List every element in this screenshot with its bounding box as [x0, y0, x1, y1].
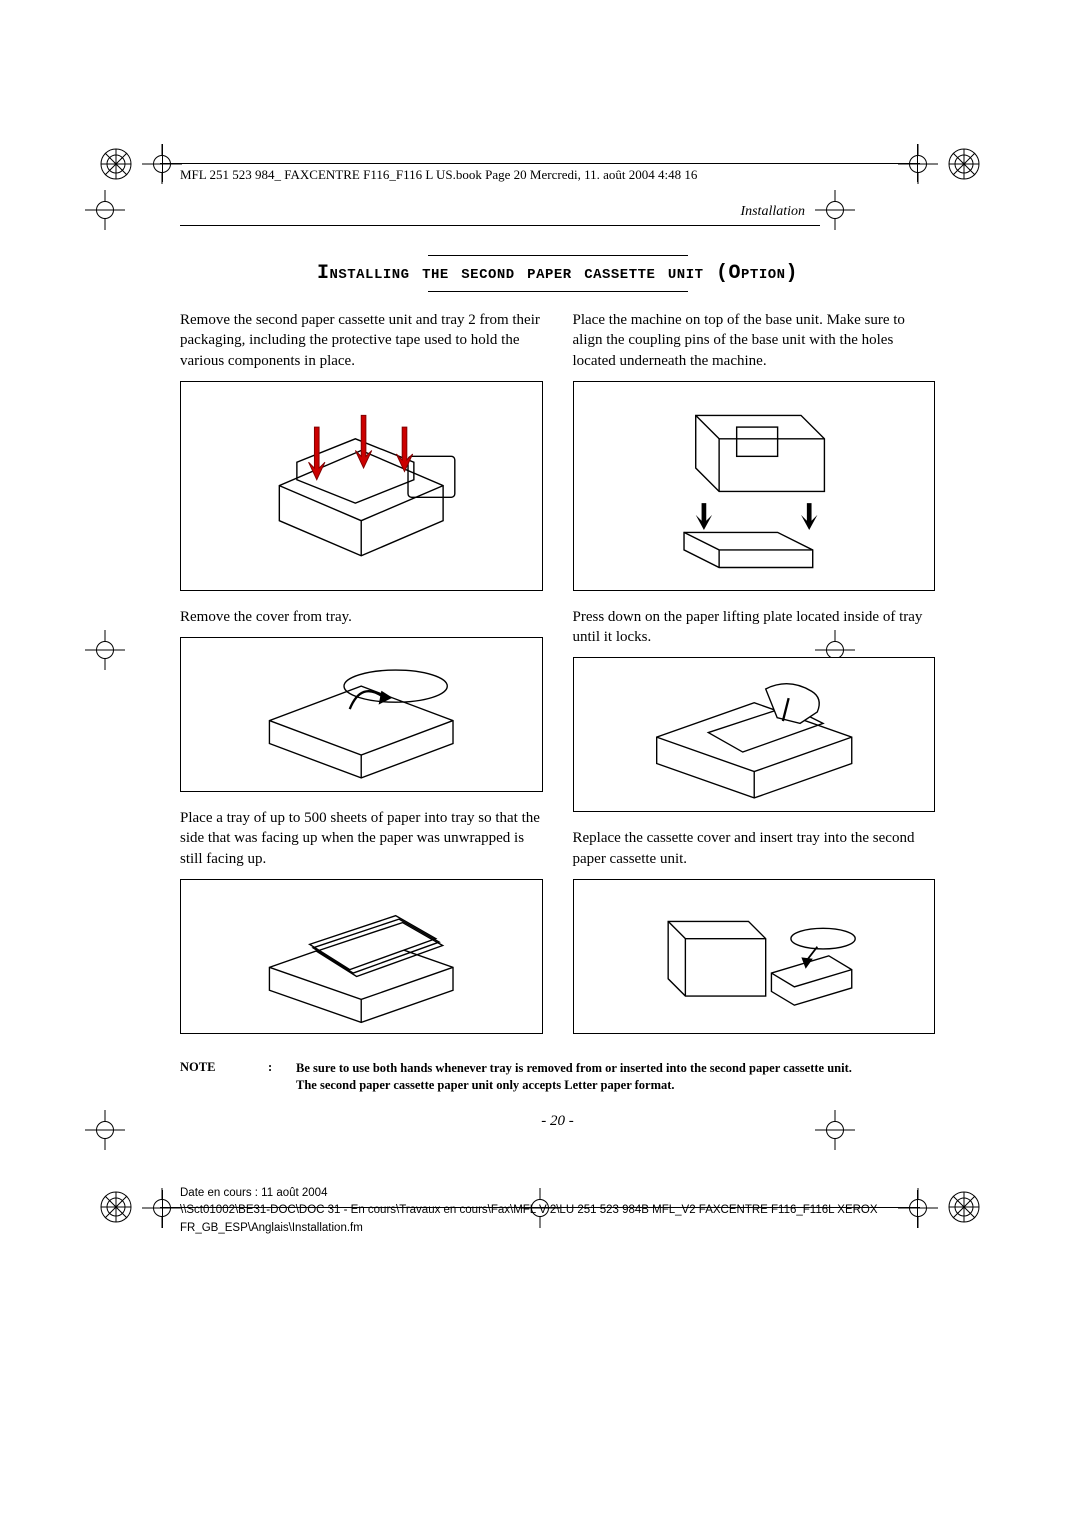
note-line: The second paper cassette paper unit onl… — [296, 1078, 675, 1092]
figure-6 — [573, 879, 936, 1034]
page-content: Installing the second paper cassette uni… — [180, 255, 935, 1130]
step-text: Replace the cassette cover and insert tr… — [573, 828, 936, 869]
crop-cross — [85, 190, 125, 230]
crop-cross — [815, 190, 855, 230]
reg-mark-bl — [100, 1191, 132, 1223]
footer-line: FR_GB_ESP\Anglais\Installation.fm — [180, 1220, 935, 1238]
running-header: MFL 251 523 984_ FAXCENTRE F116_F116 L U… — [180, 167, 935, 183]
figure-5 — [180, 879, 543, 1034]
reg-mark-br — [948, 1191, 980, 1223]
page-number: - 20 - — [180, 1113, 935, 1130]
step-text: Place the machine on top of the base uni… — [573, 310, 936, 371]
document-page: MFL 251 523 984_ FAXCENTRE F116_F116 L U… — [0, 0, 1080, 1528]
crop-cross — [85, 630, 125, 670]
columns-row-1: Remove the second paper cassette unit an… — [180, 310, 935, 1050]
note-line: Be sure to use both hands whenever tray … — [296, 1061, 852, 1075]
step-text: Remove the cover from tray. — [180, 607, 543, 627]
col-right: Place the machine on top of the base uni… — [573, 310, 936, 1050]
note-colon: : — [268, 1060, 278, 1095]
step-text: Place a tray of up to 500 sheets of pape… — [180, 808, 543, 869]
figure-3 — [180, 637, 543, 792]
title-block: Installing the second paper cassette uni… — [180, 255, 935, 292]
page-title: Installing the second paper cassette uni… — [180, 256, 935, 291]
crop-tick — [162, 144, 163, 182]
note-label: NOTE — [180, 1060, 250, 1095]
reg-mark-tr — [948, 148, 980, 180]
step-text: Remove the second paper cassette unit an… — [180, 310, 543, 371]
note-block: NOTE : Be sure to use both hands wheneve… — [180, 1060, 935, 1095]
note-text: Be sure to use both hands whenever tray … — [296, 1060, 935, 1095]
footer-line: \\Sct01002\BE31-DOC\DOC 31 - En cours\Tr… — [180, 1202, 935, 1220]
reg-mark-tl — [100, 148, 132, 180]
header-rule — [180, 225, 820, 226]
col-left: Remove the second paper cassette unit an… — [180, 310, 543, 1050]
crop-cross — [85, 1110, 125, 1150]
title-rule-bottom — [428, 291, 688, 292]
step-text: Press down on the paper lifting plate lo… — [573, 607, 936, 648]
footer-line: Date en cours : 11 août 2004 — [180, 1185, 935, 1203]
crop-line — [160, 163, 920, 164]
figure-1 — [180, 381, 543, 591]
footer-meta: Date en cours : 11 août 2004 \\Sct01002\… — [180, 1185, 935, 1238]
section-label: Installation — [740, 204, 805, 220]
crop-tick — [162, 1190, 163, 1228]
figure-2 — [573, 381, 936, 591]
figure-4 — [573, 657, 936, 812]
